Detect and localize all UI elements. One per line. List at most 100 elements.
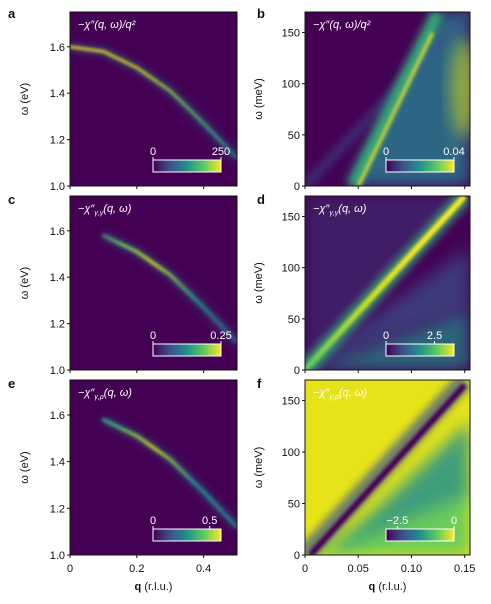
plasmon-dispersion-line [101, 233, 237, 344]
x-axis-label-q: q [135, 581, 142, 593]
colorbar [152, 159, 222, 173]
inset-label-subscript: γ,γ [329, 210, 338, 217]
heatmap-area [70, 380, 237, 555]
ridge-glow [305, 380, 470, 555]
panel-letter: a [8, 6, 16, 21]
colorbar-tick-label: −2.5 [386, 515, 408, 527]
y-tick-label: 150 [282, 211, 300, 223]
y-axis-label: ω (eV) [19, 451, 31, 483]
panel-letter: c [8, 192, 15, 207]
panel-d: d 0 50 100 150 ω (meV) −χ″γ,γ(q, ω) 0 2.5 [253, 192, 471, 377]
colorbar-tick-label: 0.5 [202, 515, 217, 527]
panel-c: c 1.0 1.2 1.4 1.6 ω (eV) −χ″γ,γ(q, ω) 0 0.25 [8, 192, 238, 377]
mid-wedge [326, 421, 470, 555]
inset-label-main: −χ″ [313, 387, 330, 399]
heatmap-area [305, 12, 470, 186]
colorbar-tick-label: 0 [150, 515, 156, 527]
colorbar-tick-label: 0 [383, 330, 389, 342]
plot-frame [304, 379, 471, 556]
plasmon-dispersion-line [70, 45, 237, 160]
plot-frame [69, 11, 238, 187]
inset-label-args: (q, ω) [339, 387, 367, 399]
inset-label-subscript: γ,γ [94, 210, 103, 217]
colorbar-tick-label: 0.25 [210, 330, 231, 342]
y-tick-label: 50 [288, 314, 300, 326]
inset-label: −χ″γ,γ(q, ω) [313, 203, 367, 217]
y-tick-label: 0 [294, 550, 300, 562]
plot-frame [304, 195, 471, 371]
ridge-core [308, 383, 467, 555]
y-tick-label: 150 [282, 396, 300, 408]
colorbar [152, 528, 222, 542]
x-axis-label-units: (r.l.u.) [141, 581, 172, 593]
colorbar-tick-label: 0.04 [443, 146, 464, 158]
x-tick-label: 0.4 [196, 563, 211, 575]
y-tick-label: 1.0 [50, 550, 65, 562]
y-axis-label: ω (eV) [19, 83, 31, 115]
y-axis-label: ω (meV) [253, 262, 265, 304]
colorbar [385, 528, 455, 542]
inset-label-subscript: γ,ρ [94, 394, 103, 401]
y-tick-label: 1.4 [50, 88, 65, 100]
y-tick-label: 1.6 [50, 410, 65, 422]
y-tick-label: 1.4 [50, 272, 65, 284]
y-tick-label: 0 [294, 365, 300, 377]
colorbar-tick-label: 0 [383, 146, 389, 158]
y-tick-label: 150 [282, 27, 300, 39]
y-axis-label: ω (meV) [253, 78, 265, 120]
inset-label-subscript: γ,ρ [329, 394, 338, 401]
colorbar-tick-label: 250 [212, 146, 230, 158]
colorbar-tick-label: 2.5 [427, 330, 442, 342]
colorbar [385, 343, 455, 357]
bright-edge [450, 38, 470, 139]
y-axis-label: ω (eV) [19, 267, 31, 299]
y-axis-label: ω (meV) [253, 447, 265, 489]
x-axis-label-q: q [369, 581, 376, 593]
panel-letter: b [257, 6, 265, 21]
colorbar-tick-label: 0 [451, 515, 457, 527]
colorbar [385, 159, 455, 173]
panel-e: e 1.0 1.2 1.4 1.6 ω (eV) 0 0.2 0.4 q (r.l.u.) −χ″γ… [8, 376, 238, 593]
x-axis-label: q (r.l.u.) [135, 581, 173, 593]
panel-letter: d [257, 192, 265, 207]
x-tick-label: 0.2 [129, 563, 144, 575]
panel-b: b 0 50 100 150 ω (meV) −χ″(q, ω)/q² 0 0.04 [253, 6, 471, 193]
heatmap-background [70, 380, 237, 555]
y-tick-label: 1.2 [50, 135, 65, 147]
inset-label: −χ″γ,γ(q, ω) [78, 203, 132, 217]
inset-label-args: (q, ω) [104, 387, 132, 399]
y-tick-label: 100 [282, 79, 300, 91]
y-tick-label: 0 [294, 181, 300, 193]
inset-label-main: −χ″ [78, 387, 95, 399]
inset-label-args: (q, ω) [103, 203, 131, 215]
plot-frame [304, 11, 471, 187]
plasmon-dispersion-line [101, 418, 237, 529]
plot-frame [69, 379, 238, 556]
mid-continuum [305, 247, 470, 370]
panel-letter: e [8, 376, 15, 391]
y-tick-label: 1.6 [50, 42, 65, 54]
plot-frame [69, 195, 238, 371]
colorbar-tick-label: 0 [150, 146, 156, 158]
y-tick-label: 100 [282, 447, 300, 459]
inset-label-main: −χ″ [78, 203, 95, 215]
x-tick-label: 0.15 [454, 563, 475, 575]
weak-ridge [305, 12, 470, 186]
ridge-green [347, 12, 444, 186]
y-tick-label: 1.0 [50, 181, 65, 193]
inset-label-args: (q, ω) [338, 203, 366, 215]
y-tick-label: 1.0 [50, 365, 65, 377]
x-tick-label: 0 [67, 563, 73, 575]
y-tick-label: 50 [288, 130, 300, 142]
ridge-yellow [356, 31, 435, 186]
y-tick-label: 100 [282, 263, 300, 275]
y-tick-label: 50 [288, 499, 300, 511]
inset-label: −χ″(q, ω)/q² [313, 19, 371, 31]
x-tick-label: 0.10 [401, 563, 422, 575]
heatmap-area [305, 196, 470, 370]
inset-label: −χ″γ,ρ(q, ω) [78, 387, 132, 401]
y-tick-label: 1.6 [50, 226, 65, 238]
colorbar-tick-label: 0 [150, 330, 156, 342]
y-tick-label: 1.2 [50, 503, 65, 515]
x-tick-label: 0 [302, 563, 308, 575]
